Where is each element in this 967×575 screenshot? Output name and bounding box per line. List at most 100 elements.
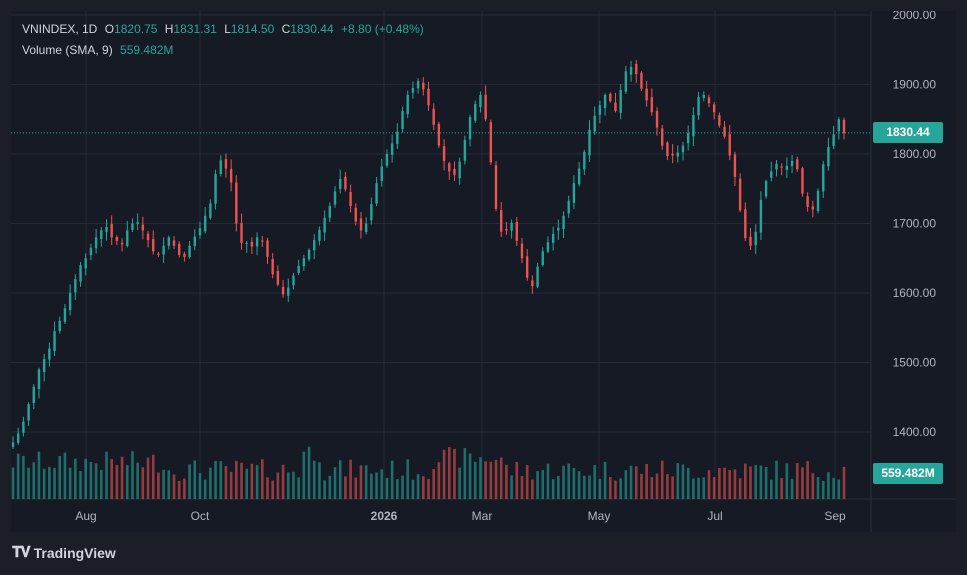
volume-bar (505, 464, 508, 499)
candle-body (48, 348, 51, 360)
volume-bar (593, 465, 596, 499)
candle-body (775, 163, 778, 170)
volume-bar (172, 474, 176, 499)
tradingview-logo[interactable]: 𝐓𝐕 TradingView (12, 544, 116, 561)
volume-bar (68, 467, 72, 499)
candle-body (577, 168, 581, 185)
candle-body (801, 168, 804, 194)
volume-bar (193, 460, 197, 499)
x-tick-label: Oct (191, 509, 210, 523)
candle-body (738, 178, 742, 211)
candle-body (479, 94, 482, 108)
candle-body (780, 166, 783, 168)
volume-bar (712, 477, 716, 499)
candle-body (614, 102, 617, 111)
candle-body (183, 253, 186, 257)
candle-body (583, 151, 586, 170)
candle-body (214, 174, 217, 204)
volume-bar (660, 460, 664, 499)
candle-body (146, 233, 150, 241)
volume-bar (780, 478, 783, 499)
candle-body (494, 165, 498, 209)
candle-body (354, 207, 357, 222)
candle-body (302, 258, 306, 267)
volume-bar (162, 469, 165, 499)
candle-body (84, 258, 87, 269)
volume-bar (842, 466, 846, 499)
volume-bar (401, 475, 404, 499)
volume-bar (634, 466, 638, 499)
volume-bar (557, 475, 560, 499)
volume-label[interactable]: Volume (SMA, 9) (22, 43, 113, 57)
candle-body (297, 265, 300, 273)
candle-body (624, 71, 628, 92)
candle-body (603, 94, 607, 108)
volume-bar (297, 477, 300, 499)
volume-bar (266, 477, 269, 499)
candle-body (58, 320, 61, 331)
volume-bar (629, 465, 633, 499)
volume-bar (697, 477, 700, 499)
symbol-label[interactable]: VNINDEX, 1D (22, 22, 98, 36)
volume-bar (146, 457, 150, 499)
candle-body (712, 104, 716, 113)
candle-body (567, 200, 570, 214)
volume-value: 559.482M (120, 43, 174, 57)
volume-bar (286, 472, 290, 499)
candle-body (588, 129, 591, 156)
x-tick-label: Jul (707, 509, 722, 523)
candle-body (811, 206, 815, 210)
x-tick-label: 2026 (371, 509, 398, 523)
candle-body (313, 240, 316, 251)
volume-bar (473, 461, 477, 499)
candle-body (661, 128, 664, 146)
candle-body (396, 131, 399, 144)
ohlc-legend: VNINDEX, 1D O1820.75 H1831.31 L1814.50 C… (22, 22, 428, 36)
candle-body (697, 97, 700, 116)
volume-bar (385, 477, 389, 499)
volume-bar (603, 461, 607, 499)
candle-body (593, 115, 596, 132)
candle-body (390, 143, 394, 155)
volume-bar (422, 476, 425, 499)
candle-body (598, 105, 602, 115)
candle-body (822, 164, 825, 192)
y-tick-label: 2000.00 (893, 11, 937, 22)
candle-body (235, 182, 238, 224)
volume-bar (312, 460, 316, 499)
candle-body (650, 97, 654, 113)
volume-bar (42, 468, 46, 499)
chart-panel[interactable]: 1400.00 1500.00 1600.00 1700.00 1800.00 1900.… (11, 11, 956, 532)
volume-bar (686, 467, 690, 499)
volume-bar (432, 468, 435, 499)
candle-body (359, 218, 363, 231)
candle-body (531, 280, 534, 287)
candle-body (188, 245, 191, 258)
volume-bar (136, 462, 139, 499)
volume-bar (390, 460, 394, 499)
candle-body (676, 152, 679, 157)
candle-body (339, 179, 342, 189)
candle-body (468, 117, 472, 140)
volume-bar (131, 451, 134, 499)
candle-body (37, 369, 41, 390)
candle-body (681, 145, 685, 153)
candle-body (89, 247, 93, 256)
x-tick-label: May (588, 509, 611, 523)
candle-body (261, 240, 264, 242)
volume-bar (692, 478, 695, 499)
volume-bar (271, 480, 274, 499)
volume-bar (468, 453, 472, 499)
last-volume-tag: 559.482M (873, 463, 943, 484)
volume-bar (74, 458, 77, 499)
close-label: C (281, 22, 291, 36)
candlestick-chart[interactable]: 1400.00 1500.00 1600.00 1700.00 1800.00 1900.… (11, 11, 956, 532)
volume-bar (214, 461, 217, 499)
volume-bar (416, 474, 420, 499)
candle-body (520, 243, 524, 259)
volume-bar (37, 451, 41, 499)
volume-bar (837, 479, 841, 499)
candle-body (349, 191, 352, 207)
candle-body (448, 163, 451, 172)
candle-body (224, 159, 228, 169)
